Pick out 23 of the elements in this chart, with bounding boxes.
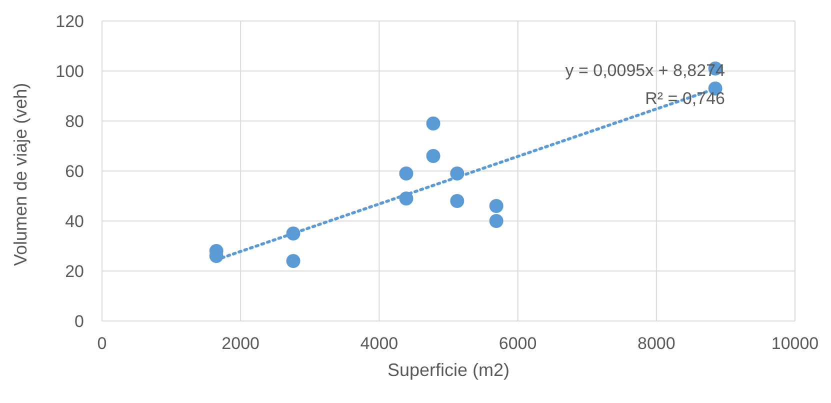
point <box>450 194 464 208</box>
point <box>489 199 504 213</box>
y-axis-title: Volumen de viaje (veh) <box>10 82 30 266</box>
point <box>426 149 440 163</box>
x-tick-label: 8000 <box>637 334 676 354</box>
x-tick-label: 6000 <box>498 334 537 354</box>
x-tick-label: 4000 <box>360 334 398 354</box>
x-tick-label: 10000 <box>771 334 819 354</box>
y-tick-label: 120 <box>56 12 84 32</box>
y-tick-label: 60 <box>65 162 84 182</box>
y-tick-label: 80 <box>65 112 84 132</box>
annotation: R² = 0,746 <box>644 88 725 110</box>
point <box>489 214 504 228</box>
y-tick-label: 0 <box>74 312 84 332</box>
y-tick-label: 100 <box>56 62 84 82</box>
point <box>286 254 300 268</box>
y-tick-label: 40 <box>65 212 84 232</box>
x-axis-title: Superficie (m2) <box>387 360 510 380</box>
x-tick-label: 0 <box>97 334 107 354</box>
x-tick-label: 2000 <box>222 334 260 354</box>
point <box>399 166 414 180</box>
point <box>426 116 440 130</box>
y-tick-label: 20 <box>65 262 84 282</box>
